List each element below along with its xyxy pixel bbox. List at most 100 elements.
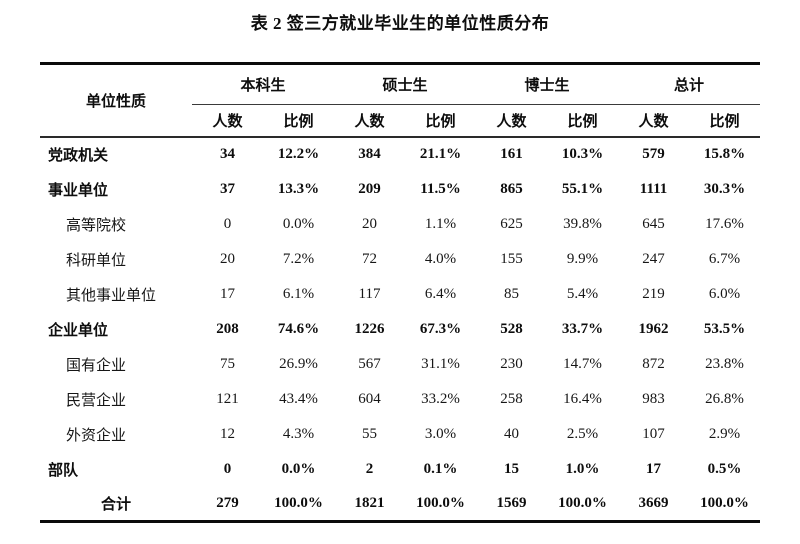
cell-value: 161 <box>500 146 523 162</box>
cell-value: 4.0% <box>424 250 457 267</box>
cell-value: 12.2% <box>277 146 320 162</box>
cell-value: 5.4% <box>566 285 599 302</box>
row-label: 党政机关 <box>48 148 109 164</box>
row-label: 事业单位 <box>48 182 109 199</box>
row-label: 高等院校 <box>66 217 127 234</box>
cell-value: 39.8% <box>563 215 602 232</box>
col-header-percent: 比例 <box>689 104 761 138</box>
cell-value: 1111 <box>639 180 668 197</box>
cell-value: 0.1% <box>423 460 458 477</box>
cell-value: 55.1% <box>561 180 604 197</box>
cell-value: 121 <box>216 390 239 407</box>
cell-value: 31.1% <box>421 355 460 372</box>
cell-value: 3.0% <box>424 425 457 442</box>
table-row: 其他事业单位 17 6.1% 117 6.4% 85 5.4% 219 6.0% <box>40 277 760 312</box>
cell-value: 865 <box>500 180 523 197</box>
cell-value: 34 <box>220 146 235 162</box>
cell-value: 9.9% <box>566 250 599 267</box>
cell-value: 17 <box>220 285 235 302</box>
cell-value: 6.4% <box>424 285 457 302</box>
row-label: 国有企业 <box>66 357 127 374</box>
cell-value: 33.7% <box>561 320 604 337</box>
table-row: 合计 279 100.0% 1821 100.0% 1569 100.0% 3669 100.… <box>40 487 760 522</box>
cell-value: 30.3% <box>703 180 746 197</box>
cell-value: 872 <box>642 355 665 372</box>
cell-value: 16.4% <box>563 390 602 407</box>
cell-value: 258 <box>500 390 523 407</box>
table-body: 党政机关 34 12.2% 384 21.1% 161 10.3% 579 15.8% 事业单… <box>40 137 760 522</box>
cell-value: 1.0% <box>565 460 600 477</box>
cell-value: 209 <box>358 180 381 197</box>
cell-value: 567 <box>358 355 381 372</box>
cell-value: 14.7% <box>563 355 602 372</box>
col-header-count: 人数 <box>618 104 690 138</box>
col-header-count: 人数 <box>334 104 406 138</box>
header-sub-row: 人数 比例 人数 比例 人数 比例 人数 比例 <box>40 104 761 138</box>
cell-value: 23.8% <box>705 355 744 372</box>
cell-value: 10.3% <box>561 146 604 162</box>
cell-value: 625 <box>500 215 523 232</box>
cell-value: 20 <box>220 250 235 267</box>
row-label: 民营企业 <box>66 392 127 409</box>
col-header-count: 人数 <box>192 104 263 138</box>
cell-value: 3669 <box>638 494 669 511</box>
cell-value: 0.0% <box>282 215 315 232</box>
col-group-undergraduate: 本科生 <box>192 63 335 105</box>
cell-value: 67.3% <box>419 320 462 337</box>
cell-value: 230 <box>500 355 523 372</box>
cell-value: 20 <box>362 215 378 232</box>
cell-value: 0 <box>223 215 232 232</box>
cell-value: 2 <box>365 460 374 477</box>
table-row: 高等院校 0 0.0% 20 1.1% 625 39.8% 645 17.6% <box>40 207 760 242</box>
cell-value: 37 <box>220 180 235 197</box>
cell-value: 75 <box>220 355 235 372</box>
cell-value: 1821 <box>354 494 385 511</box>
cell-value: 1569 <box>496 494 527 511</box>
col-header-count: 人数 <box>476 104 548 138</box>
cell-value: 15.8% <box>703 146 746 162</box>
row-label: 其他事业单位 <box>66 287 157 304</box>
table-row: 部队 0 0.0% 2 0.1% 15 1.0% 17 0.5% <box>40 452 760 487</box>
table-row: 科研单位 20 7.2% 72 4.0% 155 9.9% 247 6.7% <box>40 242 760 277</box>
table-row: 外资企业 12 4.3% 55 3.0% 40 2.5% 107 2.9% <box>40 417 760 452</box>
row-label: 企业单位 <box>48 322 109 339</box>
col-group-doctoral: 博士生 <box>476 63 619 105</box>
table-row: 国有企业 75 26.9% 567 31.1% 230 14.7% 872 23.8% <box>40 347 760 382</box>
col-header-percent: 比例 <box>263 104 335 138</box>
cell-value: 13.3% <box>277 180 320 197</box>
cell-value: 6.0% <box>708 285 741 302</box>
cell-value: 74.6% <box>277 320 320 337</box>
cell-value: 6.7% <box>708 250 741 267</box>
cell-value: 155 <box>500 250 523 267</box>
cell-value: 26.9% <box>279 355 318 372</box>
table-row: 企业单位 208 74.6% 1226 67.3% 528 33.7% 1962 53.5% <box>40 312 760 347</box>
row-label: 外资企业 <box>66 427 127 444</box>
row-label: 科研单位 <box>66 252 127 269</box>
table-row: 事业单位 37 13.3% 209 11.5% 865 55.1% 1111 30.3% <box>40 172 760 207</box>
cell-value: 21.1% <box>419 146 462 162</box>
cell-value: 0.5% <box>707 460 742 477</box>
cell-value: 0 <box>223 460 232 477</box>
col-header-percent: 比例 <box>547 104 619 138</box>
cell-value: 100.0% <box>274 494 323 511</box>
table-header: 单位性质 本科生 硕士生 博士生 总计 人数 比例 人数 比例 人数 比例 人数… <box>40 63 761 138</box>
cell-value: 43.4% <box>279 390 318 407</box>
cell-value: 107 <box>642 425 665 442</box>
cell-value: 53.5% <box>703 320 746 337</box>
col-group-master: 硕士生 <box>334 63 477 105</box>
row-label: 部队 <box>48 462 79 479</box>
cell-value: 604 <box>358 390 381 407</box>
cell-value: 1226 <box>354 320 385 337</box>
cell-value: 0.0% <box>281 460 316 477</box>
cell-value: 7.2% <box>282 250 315 267</box>
cell-value: 1.1% <box>424 215 457 232</box>
cell-value: 100.0% <box>700 494 749 511</box>
cell-value: 55 <box>362 425 378 442</box>
table-title: 表 2 签三方就业毕业生的单位性质分布 <box>250 14 550 33</box>
cell-value: 983 <box>642 390 665 407</box>
cell-value: 33.2% <box>421 390 460 407</box>
cell-value: 208 <box>216 320 239 337</box>
cell-value: 100.0% <box>416 494 465 511</box>
cell-value: 72 <box>362 250 378 267</box>
